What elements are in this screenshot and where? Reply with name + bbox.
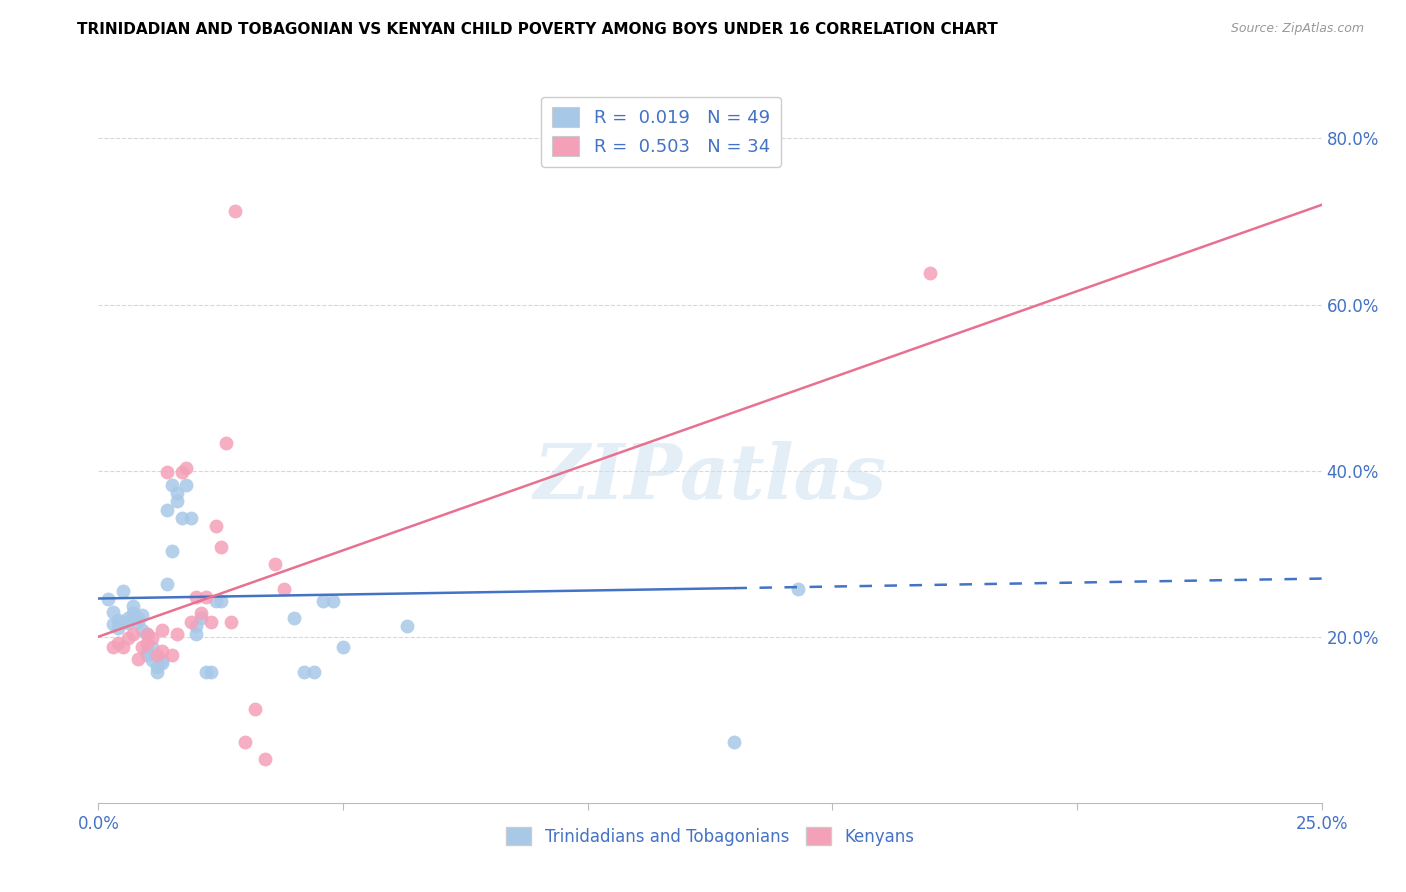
Point bbox=[136, 648, 159, 662]
Point bbox=[195, 665, 218, 679]
Point bbox=[121, 607, 143, 621]
Point bbox=[312, 594, 335, 608]
Point bbox=[117, 611, 139, 625]
Point bbox=[332, 640, 354, 654]
Point bbox=[176, 461, 198, 475]
Point bbox=[190, 611, 212, 625]
Point bbox=[176, 477, 198, 491]
Point bbox=[214, 436, 236, 450]
Point bbox=[190, 607, 212, 621]
Point bbox=[146, 648, 169, 662]
Point bbox=[283, 611, 305, 625]
Point bbox=[920, 266, 942, 280]
Point bbox=[101, 605, 124, 619]
Point bbox=[243, 702, 266, 716]
Point bbox=[131, 640, 153, 654]
Point bbox=[233, 735, 256, 749]
Point bbox=[136, 627, 159, 641]
Point bbox=[253, 752, 276, 766]
Point bbox=[160, 648, 183, 662]
Point bbox=[160, 477, 183, 491]
Point bbox=[263, 557, 285, 571]
Point bbox=[111, 640, 134, 654]
Point bbox=[141, 632, 163, 646]
Point bbox=[136, 627, 159, 641]
Point bbox=[150, 653, 173, 667]
Point bbox=[150, 657, 173, 671]
Text: ZIPatlas: ZIPatlas bbox=[533, 441, 887, 515]
Point bbox=[101, 640, 124, 654]
Point bbox=[97, 592, 120, 607]
Point bbox=[121, 599, 143, 613]
Point bbox=[136, 635, 159, 649]
Point bbox=[224, 203, 246, 218]
Point bbox=[156, 503, 179, 517]
Text: TRINIDADIAN AND TOBAGONIAN VS KENYAN CHILD POVERTY AMONG BOYS UNDER 16 CORRELATI: TRINIDADIAN AND TOBAGONIAN VS KENYAN CHI… bbox=[77, 22, 998, 37]
Point bbox=[101, 617, 124, 632]
Point bbox=[111, 615, 134, 629]
Point bbox=[322, 594, 344, 608]
Point bbox=[209, 594, 232, 608]
Point bbox=[136, 644, 159, 658]
Point bbox=[107, 621, 129, 635]
Point bbox=[205, 594, 228, 608]
Point bbox=[156, 465, 179, 479]
Point bbox=[166, 627, 188, 641]
Point bbox=[170, 511, 193, 525]
Point bbox=[302, 665, 325, 679]
Point bbox=[131, 623, 153, 637]
Point bbox=[170, 465, 193, 479]
Point bbox=[141, 653, 163, 667]
Point bbox=[200, 615, 222, 629]
Point bbox=[150, 644, 173, 658]
Point bbox=[131, 608, 153, 623]
Point bbox=[200, 665, 222, 679]
Point bbox=[107, 635, 129, 649]
Point bbox=[180, 615, 202, 629]
Point bbox=[186, 619, 208, 633]
Legend: Trinidadians and Tobagonians, Kenyans: Trinidadians and Tobagonians, Kenyans bbox=[499, 821, 921, 852]
Point bbox=[723, 735, 745, 749]
Point bbox=[160, 544, 183, 558]
Point bbox=[117, 616, 139, 631]
Point bbox=[292, 665, 315, 679]
Point bbox=[273, 582, 295, 596]
Point bbox=[146, 665, 169, 679]
Point bbox=[180, 511, 202, 525]
Point bbox=[219, 615, 242, 629]
Point bbox=[111, 584, 134, 599]
Point bbox=[127, 611, 149, 625]
Point bbox=[166, 494, 188, 508]
Point bbox=[121, 627, 143, 641]
Point bbox=[156, 577, 179, 591]
Point bbox=[166, 486, 188, 500]
Point bbox=[146, 660, 169, 674]
Text: Source: ZipAtlas.com: Source: ZipAtlas.com bbox=[1230, 22, 1364, 36]
Point bbox=[186, 627, 208, 641]
Point bbox=[107, 613, 129, 627]
Point bbox=[127, 652, 149, 666]
Point bbox=[150, 623, 173, 637]
Point bbox=[205, 519, 228, 533]
Point bbox=[127, 615, 149, 629]
Point bbox=[209, 540, 232, 554]
Point bbox=[117, 632, 139, 646]
Point bbox=[395, 619, 418, 633]
Point bbox=[195, 590, 218, 604]
Point bbox=[186, 590, 208, 604]
Point bbox=[141, 640, 163, 654]
Point bbox=[787, 582, 810, 596]
